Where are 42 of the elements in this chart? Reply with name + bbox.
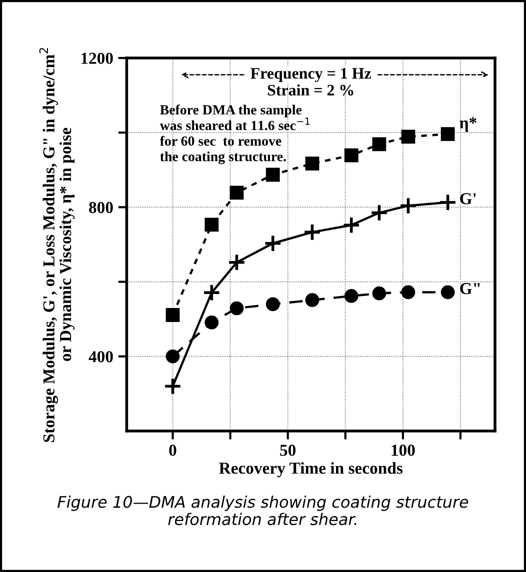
caption: Figure 10—DMA analysis showing coating structure reformation after shear. [58, 496, 468, 526]
point [370, 204, 388, 222]
annotation: Frequency = 1 Hz [250, 68, 372, 82]
point [305, 293, 320, 308]
text: Storage Modulus, G', or Loss Modulus, G" in dyne/cm$^{2}$ or Dynamic Viscosity, η* in poise [39, 48, 75, 442]
point [305, 156, 320, 171]
series-label: η* [460, 117, 476, 132]
annotation: Strain = 2 % [268, 84, 354, 96]
y-tick-label: 800 [89, 202, 113, 214]
point [440, 285, 455, 300]
point [372, 137, 386, 152]
y-tick-label: 400 [88, 351, 113, 362]
point [164, 377, 182, 396]
point [401, 285, 416, 300]
point [342, 216, 360, 234]
point [266, 297, 280, 312]
point [204, 316, 219, 330]
y-tick-label: 1200 [82, 52, 113, 64]
point [202, 284, 221, 302]
x-axis-title: Recovery Time in seconds [219, 462, 402, 478]
point [230, 186, 244, 200]
point [166, 308, 180, 322]
x-tick-label: 100 [392, 444, 415, 456]
point [344, 148, 358, 162]
point [166, 349, 180, 364]
point [399, 196, 418, 215]
point [303, 223, 322, 242]
point [230, 301, 244, 316]
point [266, 168, 280, 182]
point [344, 289, 358, 303]
point [401, 130, 416, 144]
text: Before DMA the sample was sheared at 11.6 sec$^{−1}$ for 60 sec to remove the coating structure. [160, 104, 310, 164]
series-label: G" [460, 282, 480, 294]
point [204, 218, 219, 232]
point [228, 253, 246, 272]
point [372, 286, 386, 300]
x-tick-label: 50 [280, 444, 296, 456]
point [264, 234, 282, 252]
point [438, 193, 457, 212]
series-label: G' [460, 193, 476, 204]
point [440, 127, 455, 142]
x-tick-label: 0 [169, 444, 176, 456]
